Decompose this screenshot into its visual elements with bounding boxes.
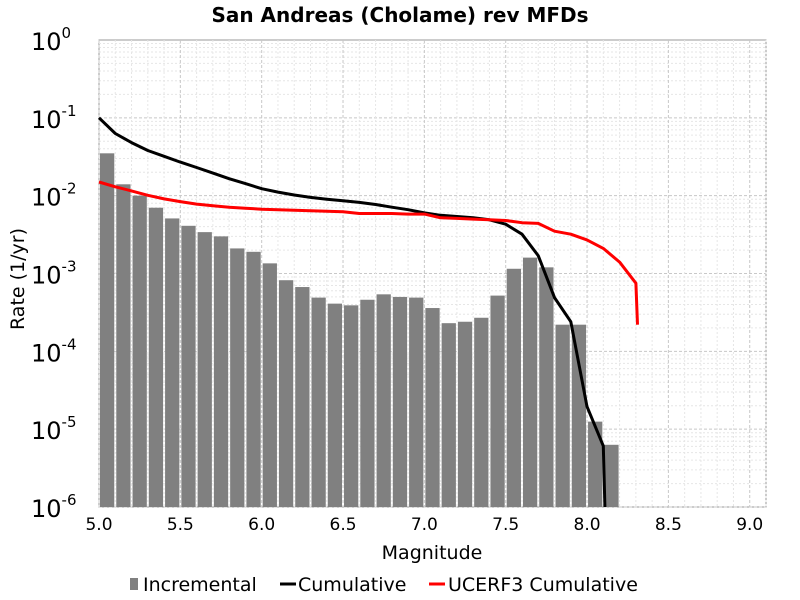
bar-incremental: [522, 257, 538, 507]
y-tick-label: 10-1: [31, 102, 77, 134]
bar-incremental: [425, 308, 440, 507]
bar-incremental: [181, 225, 196, 507]
bar-incremental: [539, 267, 554, 507]
legend-label-ucerf3-cumulative: UCERF3 Cumulative: [448, 574, 638, 596]
legend: Incremental Cumulative UCERF3 Cumulative: [130, 574, 638, 596]
bar-incremental: [604, 444, 619, 507]
bar-incremental: [327, 303, 343, 507]
y-tick-label: 10-3: [31, 258, 77, 290]
bar-incremental: [457, 321, 473, 507]
legend-item-ucerf3-cumulative: UCERF3 Cumulative: [429, 574, 638, 596]
x-tick-labels: 5.0 5.5 6.0 6.5 7.0 7.5 8.0 8.5 9.0: [85, 515, 763, 535]
bar-incremental: [409, 297, 424, 507]
y-tick-labels: 100 10-1 10-2 10-3 10-4 10-5 10-6: [31, 24, 77, 523]
legend-item-cumulative: Cumulative: [280, 574, 406, 596]
incremental-bars: [100, 153, 619, 507]
bar-incremental: [571, 324, 587, 507]
bar-incremental: [295, 287, 310, 507]
bar-incremental: [278, 280, 294, 507]
legend-item-incremental: Incremental: [130, 574, 257, 596]
bar-incremental: [197, 232, 212, 507]
legend-label-incremental: Incremental: [143, 574, 257, 596]
x-tick-label: 5.5: [167, 515, 194, 535]
x-tick-label: 6.5: [330, 515, 357, 535]
bar-incremental: [165, 218, 180, 507]
series-line-ucerf3-cumulative: [98, 180, 639, 325]
y-tick-label: 100: [31, 24, 71, 56]
bar-incremental: [392, 296, 408, 507]
bar-incremental: [246, 251, 261, 507]
bar-incremental: [213, 236, 229, 507]
bar-incremental: [100, 153, 115, 507]
bar-incremental: [132, 195, 147, 507]
bar-incremental: [506, 268, 521, 507]
bar-incremental: [474, 317, 489, 507]
bar-incremental: [360, 299, 375, 507]
series-line-cumulative: [97, 116, 607, 508]
bar-incremental: [230, 248, 245, 507]
bar-incremental: [148, 207, 164, 507]
y-tick-label: 10-2: [31, 180, 77, 212]
x-tick-label: 7.0: [411, 515, 438, 535]
bar-incremental: [344, 305, 359, 507]
bar-incremental: [490, 295, 505, 507]
bar-incremental: [116, 184, 131, 507]
x-tick-label: 9.0: [736, 515, 763, 535]
cumulative-lines: [97, 116, 639, 508]
bar-incremental: [311, 297, 326, 507]
bar-incremental: [588, 421, 603, 507]
x-tick-label: 5.0: [85, 515, 112, 535]
y-tick-label: 10-5: [31, 413, 77, 445]
chart-title: San Andreas (Cholame) rev MFDs: [211, 3, 588, 27]
bar-incremental: [555, 324, 570, 507]
x-tick-label: 6.0: [248, 515, 275, 535]
x-tick-label: 8.0: [574, 515, 601, 535]
y-axis-label: Rate (1/yr): [7, 228, 29, 330]
legend-swatch-incremental: [130, 578, 138, 590]
bar-incremental: [376, 294, 391, 507]
y-tick-label: 10-6: [31, 491, 77, 523]
bar-incremental: [262, 263, 277, 507]
x-axis-label: Magnitude: [382, 542, 483, 564]
x-tick-label: 7.5: [492, 515, 519, 535]
bar-incremental: [441, 323, 456, 507]
legend-label-cumulative: Cumulative: [298, 574, 406, 596]
y-tick-label: 10-4: [31, 335, 77, 367]
x-tick-label: 8.5: [655, 515, 682, 535]
